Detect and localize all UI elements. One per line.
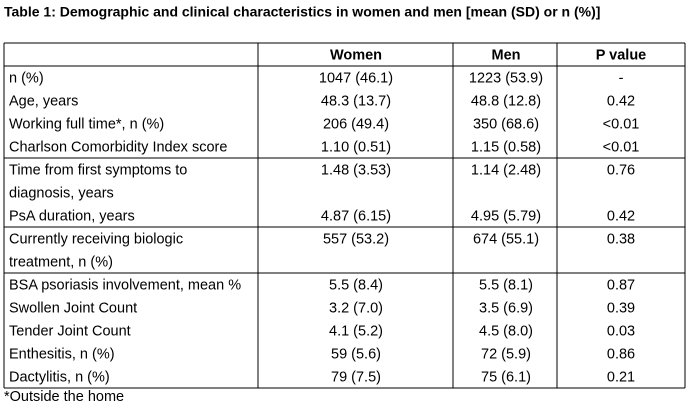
cell-value: 1.15 (0.58) — [471, 139, 541, 155]
column-header: Men — [492, 47, 521, 63]
row-label: Age, years — [9, 93, 78, 109]
cell-value: 1047 (46.1) — [319, 70, 393, 86]
cell-value: 557 (53.2) — [323, 231, 389, 247]
row-label: Enthesitis, n (%) — [9, 346, 115, 362]
cell-value: 674 (55.1) — [473, 231, 539, 247]
footnote: *Outside the home — [4, 389, 124, 405]
row-label: Swollen Joint Count — [9, 300, 137, 316]
row-label: diagnosis, years — [9, 185, 114, 201]
cell-value: 0.39 — [607, 300, 635, 316]
row-label: treatment, n (%) — [9, 254, 113, 270]
cell-value: 48.8 (12.8) — [471, 93, 541, 109]
cell-value: 0.21 — [607, 369, 635, 385]
cell-value: 0.03 — [607, 323, 635, 339]
cell-value: 4.1 (5.2) — [329, 323, 383, 339]
cell-value: 72 (5.9) — [481, 346, 531, 362]
cell-value: 3.5 (6.9) — [479, 300, 533, 316]
cell-value: 0.87 — [607, 277, 635, 293]
cell-value: <0.01 — [603, 139, 640, 155]
cell-value: 4.5 (8.0) — [479, 323, 533, 339]
column-header: Women — [330, 47, 382, 63]
cell-value: 0.38 — [607, 231, 635, 247]
cell-value: 75 (6.1) — [481, 369, 531, 385]
table-title: Table 1: Demographic and clinical charac… — [4, 4, 600, 20]
cell-value: 1.14 (2.48) — [471, 162, 541, 178]
cell-value: 0.86 — [607, 346, 635, 362]
cell-value: 59 (5.6) — [331, 346, 381, 362]
cell-value: 5.5 (8.1) — [479, 277, 533, 293]
row-label: PsA duration, years — [9, 208, 135, 224]
cell-value: 350 (68.6) — [473, 116, 539, 132]
row-label: Charlson Comorbidity Index score — [9, 139, 227, 155]
cell-value: 1.48 (3.53) — [321, 162, 391, 178]
row-label: Currently receiving biologic — [9, 231, 183, 247]
row-label: Time from first symptoms to — [9, 162, 187, 178]
cell-value: 1223 (53.9) — [469, 70, 543, 86]
cell-value: 4.95 (5.79) — [471, 208, 541, 224]
row-label: BSA psoriasis involvement, mean % — [9, 277, 241, 293]
cell-value: 3.2 (7.0) — [329, 300, 383, 316]
cell-value: 79 (7.5) — [331, 369, 381, 385]
cell-value: 206 (49.4) — [323, 116, 389, 132]
cell-value: 1.10 (0.51) — [321, 139, 391, 155]
cell-value: 48.3 (13.7) — [321, 93, 391, 109]
cell-value: <0.01 — [603, 116, 640, 132]
row-label: n (%) — [9, 70, 44, 86]
row-label: Working full time*, n (%) — [9, 116, 164, 132]
cell-value: 5.5 (8.4) — [329, 277, 383, 293]
cell-value: 0.42 — [607, 208, 635, 224]
cell-value: 0.76 — [607, 162, 635, 178]
cell-value: - — [619, 70, 624, 86]
row-label: Dactylitis, n (%) — [9, 369, 110, 385]
cell-value: 4.87 (6.15) — [321, 208, 391, 224]
cell-value: 0.42 — [607, 93, 635, 109]
column-header: P value — [596, 47, 647, 63]
row-label: Tender Joint Count — [9, 323, 131, 339]
